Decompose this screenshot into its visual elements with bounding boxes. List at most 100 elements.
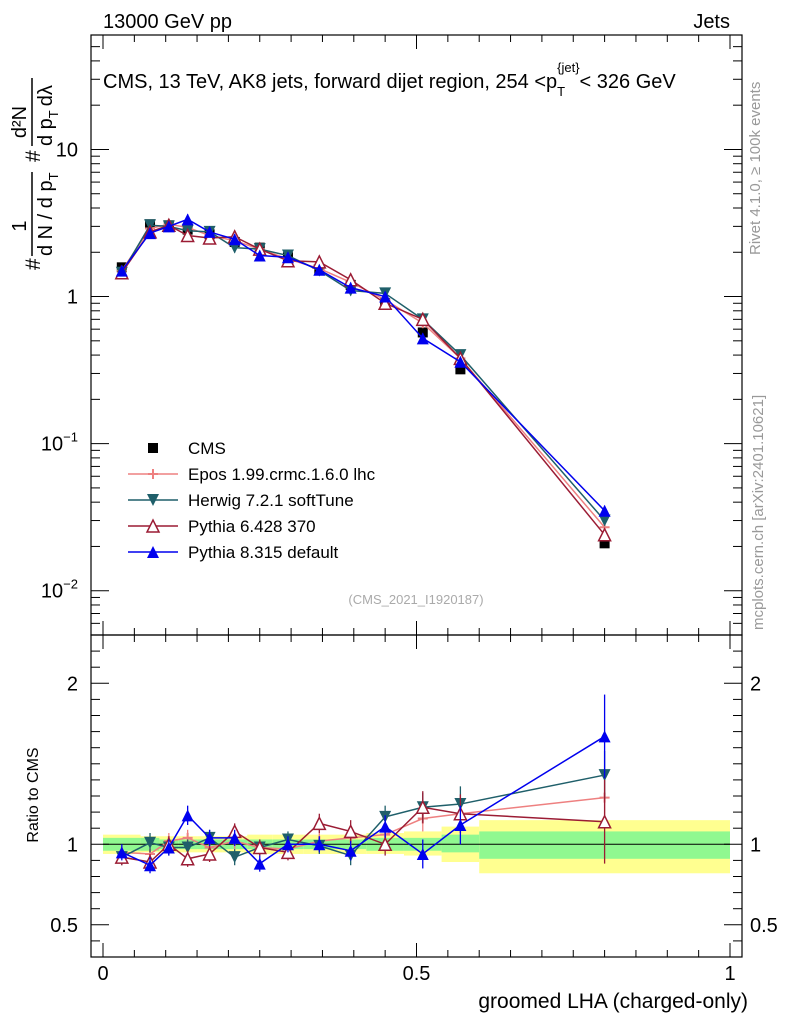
series-line-pythia8 (121, 218, 606, 512)
x-tick-label-2: 1 (724, 963, 735, 985)
ylabel-den2: d pTdλ (35, 85, 61, 146)
legend-marker-herwig (147, 494, 159, 506)
point-pythia6-3 (180, 227, 195, 243)
header-left: 13000 GeV pp (103, 11, 232, 33)
point-pythia8-6 (253, 249, 266, 262)
analysis-watermark: (CMS_2021_I1920187) (348, 592, 483, 607)
ratio-point-pythia8-2 (162, 841, 175, 854)
legend-marker-pythia6 (145, 518, 161, 533)
ylabel-frac-den: d N / d pT (35, 172, 61, 256)
point-pythia8-0 (115, 264, 128, 277)
point-pythia8-8 (313, 263, 326, 276)
ylabel-hash1: # (22, 258, 45, 270)
point-pythia8-13 (598, 504, 611, 517)
plot-title: CMS, 13 TeV, AK8 jets, forward dijet reg… (103, 60, 676, 99)
plot-title-sup: {jet} (557, 60, 580, 75)
ratio-y-tick-label-right-0: 2 (750, 673, 761, 695)
ratio-point-pythia6-10 (377, 836, 393, 852)
ratio-point-herwig-1 (144, 836, 157, 849)
point-pythia6-10 (377, 295, 393, 311)
ratio-point-pythia8-5 (228, 831, 241, 844)
legend-marker-pythia8 (147, 546, 159, 558)
point-pythia6-11 (415, 311, 430, 327)
y-tick-label-1: 1 (67, 287, 78, 309)
x-axis-label: groomed LHA (charged-only) (478, 990, 748, 1013)
x-tick-label-1: 0.5 (403, 963, 431, 985)
legend-label-cms: CMS (188, 439, 226, 458)
y-tick-label-exp: −1 (63, 430, 78, 445)
series-line-pythia6 (121, 224, 606, 536)
point-cms-13 (599, 538, 610, 549)
point-pythia8-3 (181, 213, 194, 226)
y-tick-label-base: 1 (67, 287, 78, 309)
ratio-point-pythia8-12 (454, 818, 467, 831)
ratio-point-pythia6-9 (343, 823, 358, 839)
ratio-point-pythia6-13 (597, 814, 612, 829)
ratio-point-pythia8-3 (181, 809, 194, 822)
point-pythia8-7 (281, 251, 294, 264)
legend-label-epos: Epos 1.99.crmc.1.6.0 lhc (188, 465, 376, 484)
ratio-point-pythia8-7 (281, 838, 294, 851)
point-herwig-13 (598, 514, 611, 527)
ylabel-hash2: # (22, 150, 45, 162)
legend-label-pythia8: Pythia 8.315 default (188, 543, 339, 562)
legend-label-pythia6: Pythia 6.428 370 (188, 517, 316, 536)
series-epos (116, 219, 610, 533)
ylabel-den2-sub: T (46, 110, 61, 118)
ratio-point-pythia8-6 (253, 857, 266, 870)
ratio-point-pythia8-11 (416, 847, 429, 860)
ylabel-frac-den-main: d N / d p (35, 180, 57, 256)
y-tick-label-base: 10 (56, 139, 78, 161)
header-right: Jets (693, 11, 730, 33)
ratio-point-pythia6-8 (312, 815, 327, 831)
plot-title-sub: T (557, 84, 565, 99)
ratio-point-pythia8-10 (379, 820, 392, 833)
ylabel-den2-main: d p (35, 118, 57, 146)
ratio-y-tick-label-0: 2 (67, 673, 78, 695)
ylabel-num2: d²N (9, 106, 31, 138)
point-pythia8-2 (162, 220, 175, 233)
ratio-line-pythia8 (121, 735, 605, 867)
ylabel-frac-den-sub: T (46, 172, 61, 180)
ylabel-den2-tail: dλ (35, 85, 57, 106)
bottom-ylabel: Ratio to CMS (25, 747, 42, 842)
top-ylabel: # 1 d N / d pT # d²N d pTdλ (9, 78, 61, 270)
ratio-point-herwig-5 (228, 851, 241, 864)
ratio-point-pythia8-8 (313, 838, 326, 851)
y-tick-label-2: 10−1 (41, 430, 78, 456)
ratio-point-pythia8-9 (344, 844, 357, 857)
point-pythia8-1 (144, 227, 157, 240)
ratio-point-pythia8-13 (598, 730, 611, 743)
point-pythia8-4 (203, 225, 216, 238)
point-pythia8-9 (344, 281, 357, 294)
ratio-point-pythia6-6 (252, 839, 267, 855)
point-pythia8-10 (379, 290, 392, 303)
point-pythia8-5 (228, 233, 241, 246)
ratio-series-pythia8 (115, 694, 611, 874)
ratio-point-pythia8-0 (115, 846, 128, 859)
plot-title-tail: < 326 GeV (580, 71, 677, 93)
y-tick-label-exp: −2 (63, 577, 78, 592)
point-cms-12 (455, 364, 466, 375)
legend-marker-epos (148, 469, 158, 479)
ratio-y-tick-label-1: 1 (67, 834, 78, 856)
ratio-series-pythia6 (114, 779, 612, 871)
ratio-y-tick-label-right-1: 1 (750, 834, 761, 856)
legend-marker-cms (148, 443, 158, 453)
point-pythia6-13 (597, 527, 612, 542)
ratio-y-tick-label-right-2: 0.5 (750, 915, 778, 937)
ratio-frame (90, 634, 743, 958)
y-tick-label-base: 10 (41, 581, 63, 603)
x-tick-label-0: 0 (97, 963, 108, 985)
plot-title-main: CMS, 13 TeV, AK8 jets, forward dijet reg… (103, 71, 557, 93)
rivet-label: Rivet 4.1.0, ≥ 100k events (747, 82, 764, 255)
y-tick-label-0: 10 (56, 139, 78, 161)
point-pythia8-11 (416, 332, 429, 345)
ratio-point-pythia6-3 (180, 851, 195, 866)
legend: CMS Epos 1.99.crmc.1.6.0 lhc Herwig 7.2.1 … (128, 439, 376, 562)
ratio-y-tick-label-2: 0.5 (50, 915, 78, 937)
mcplots-label: mcplots.cern.ch [arXiv:2401.10621] (750, 395, 767, 630)
ratio-point-pythia8-1 (144, 859, 157, 872)
series-pythia8 (115, 213, 611, 517)
